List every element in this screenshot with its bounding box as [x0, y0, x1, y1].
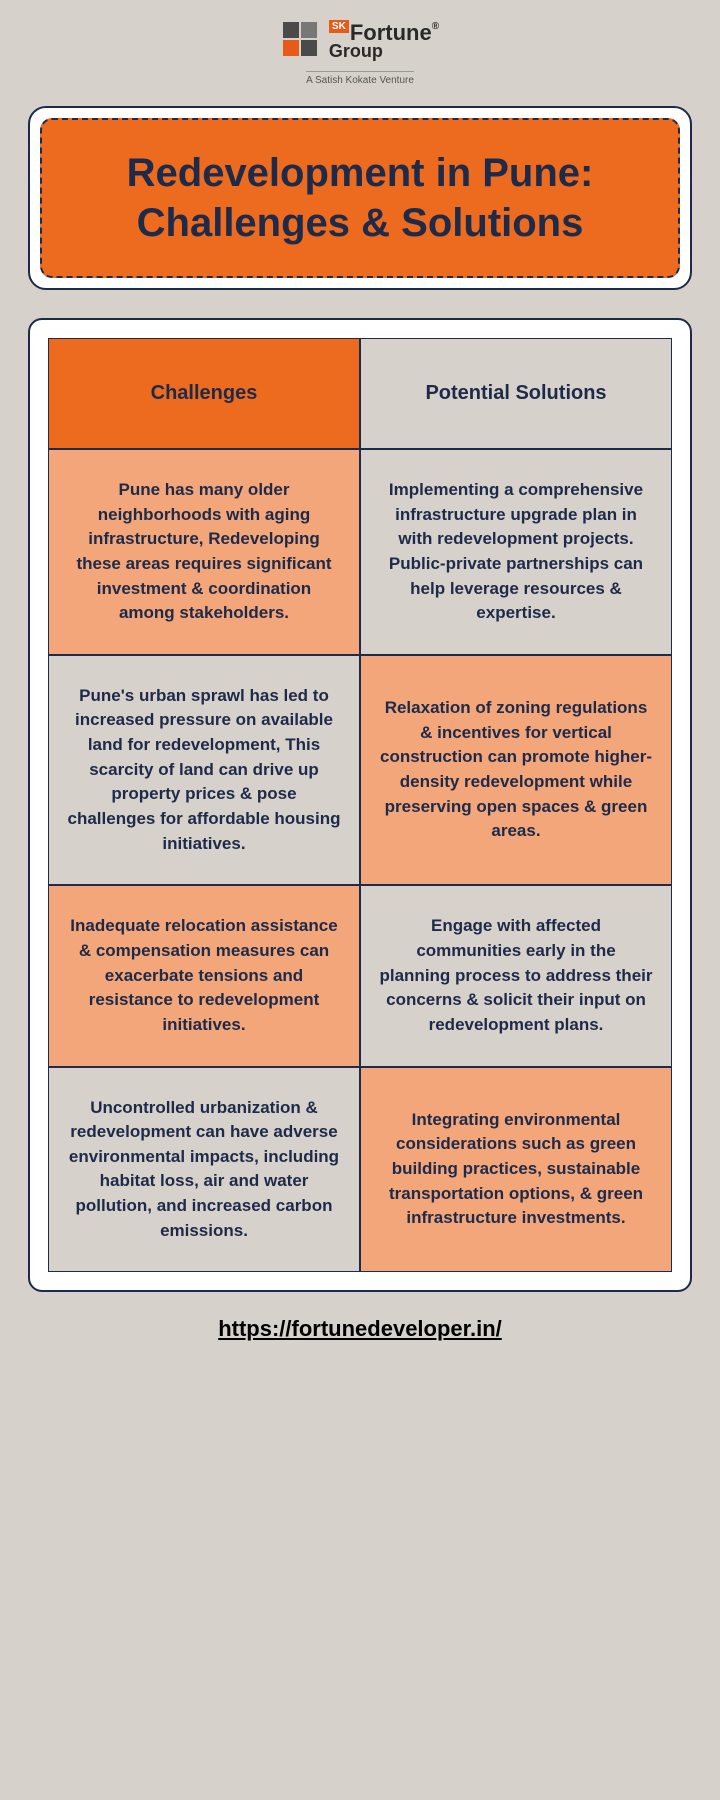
- table-cell: Inadequate relocation assistance & compe…: [48, 885, 360, 1066]
- header-challenges: Challenges: [48, 338, 360, 449]
- comparison-table: Challenges Potential Solutions Pune has …: [48, 338, 672, 1272]
- table-container: Challenges Potential Solutions Pune has …: [28, 318, 692, 1292]
- title-box: Redevelopment in Pune: Challenges & Solu…: [28, 106, 692, 290]
- table-cell: Implementing a comprehensive infrastruct…: [360, 449, 672, 655]
- logo: SKFortune® Group: [281, 20, 439, 62]
- table-cell: Pune has many older neighborhoods with a…: [48, 449, 360, 655]
- logo-area: SKFortune® Group A Satish Kokate Venture: [0, 20, 720, 88]
- table-cell: Relaxation of zoning regulations & incen…: [360, 655, 672, 885]
- logo-group-text: Group: [329, 42, 383, 60]
- header-solutions: Potential Solutions: [360, 338, 672, 449]
- logo-icon: [281, 20, 323, 62]
- footer-url[interactable]: https://fortunedeveloper.in/: [0, 1316, 720, 1342]
- table-cell: Engage with affected communities early i…: [360, 885, 672, 1066]
- title-inner: Redevelopment in Pune: Challenges & Solu…: [40, 118, 680, 278]
- logo-tagline: A Satish Kokate Venture: [306, 71, 414, 86]
- page-title: Redevelopment in Pune: Challenges & Solu…: [62, 148, 658, 248]
- table-cell: Uncontrolled urbanization & redevelopmen…: [48, 1067, 360, 1273]
- table-cell: Pune's urban sprawl has led to increased…: [48, 655, 360, 885]
- table-cell: Integrating environmental considerations…: [360, 1067, 672, 1273]
